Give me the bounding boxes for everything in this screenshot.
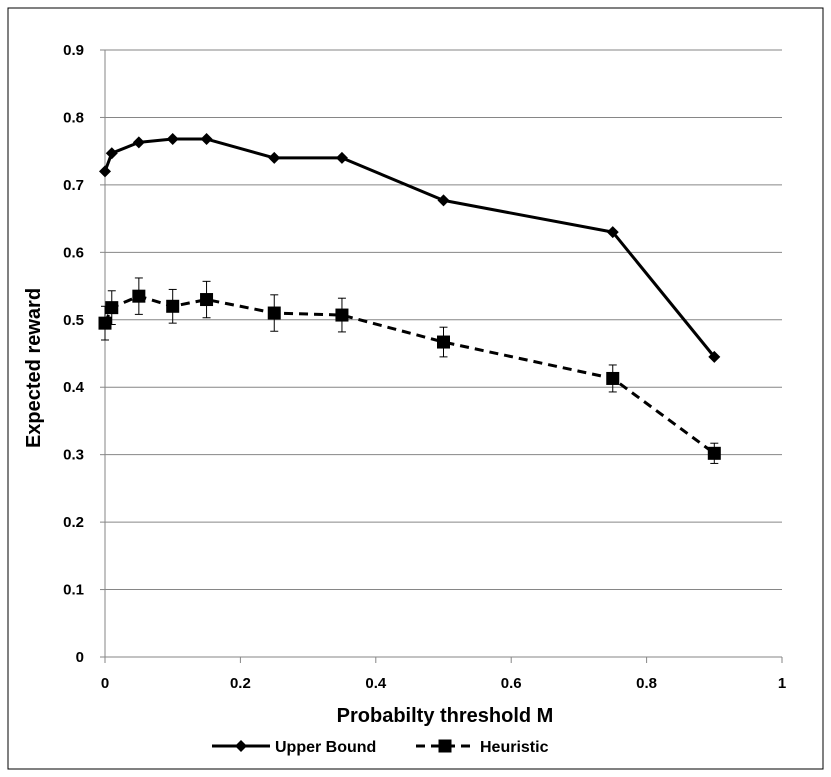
x-tick-label: 0.6: [501, 675, 522, 692]
legend-item: Upper Bound: [212, 739, 376, 756]
y-tick-label: 0.7: [63, 177, 84, 194]
gridlines: [105, 49, 782, 591]
legend: Upper Bound Heuristic: [212, 739, 549, 756]
series-upper-bound: [99, 133, 721, 363]
data-point: [132, 136, 145, 149]
y-axis-title: Expected reward: [23, 288, 45, 448]
x-tick-label: 0.2: [230, 675, 251, 692]
y-tick-label: 0.4: [63, 379, 85, 396]
data-point: [707, 446, 721, 460]
data-point: [200, 133, 213, 146]
series-line: [103, 137, 716, 358]
data-point: [606, 226, 619, 239]
data-point: [268, 151, 281, 164]
legend-label: Heuristic: [480, 739, 549, 756]
data-point: [105, 147, 118, 160]
data-point: [335, 151, 348, 164]
data-point: [105, 301, 119, 315]
data-point: [708, 350, 721, 363]
x-tick-label: 0: [101, 675, 109, 692]
y-tick-label: 0.6: [63, 244, 84, 261]
axes: [100, 49, 783, 663]
y-tick-label: 0.9: [63, 42, 84, 59]
y-tick-labels: 0 0.1 0.2 0.3 0.4 0.5 0.6 0.7 0.8 0.9: [63, 42, 85, 666]
x-tick-labels: 0 0.2 0.4 0.6 0.8 1: [101, 675, 786, 692]
x-tick-label: 1: [778, 675, 786, 692]
y-tick-label: 0: [76, 649, 84, 666]
legend-marker: [438, 739, 452, 753]
data-point: [267, 306, 281, 320]
data-point: [132, 289, 146, 303]
series-layer: [98, 133, 721, 464]
data-point: [98, 316, 112, 330]
y-tick-label: 0.8: [63, 109, 84, 126]
data-point: [437, 335, 450, 349]
x-tick-label: 0.4: [365, 675, 387, 692]
data-point: [99, 165, 111, 178]
y-tick-label: 0.5: [63, 312, 84, 329]
data-point: [166, 299, 180, 313]
y-tick-label: 0.1: [63, 582, 84, 599]
data-point: [200, 293, 214, 307]
series-heuristic: [98, 277, 721, 464]
chart-frame: [7, 7, 824, 770]
x-axis-title: Probabilty threshold M: [337, 705, 554, 727]
x-tick-label: 0.8: [636, 675, 657, 692]
y-tick-label: 0.3: [63, 447, 84, 464]
series-line: [103, 294, 716, 455]
data-point: [606, 371, 620, 385]
legend-item: Heuristic: [416, 739, 549, 756]
data-point: [437, 194, 450, 207]
legend-marker: [235, 740, 247, 752]
data-point: [335, 308, 349, 322]
legend-label: Upper Bound: [275, 739, 376, 756]
y-tick-label: 0.2: [63, 514, 84, 531]
data-point: [166, 133, 179, 146]
